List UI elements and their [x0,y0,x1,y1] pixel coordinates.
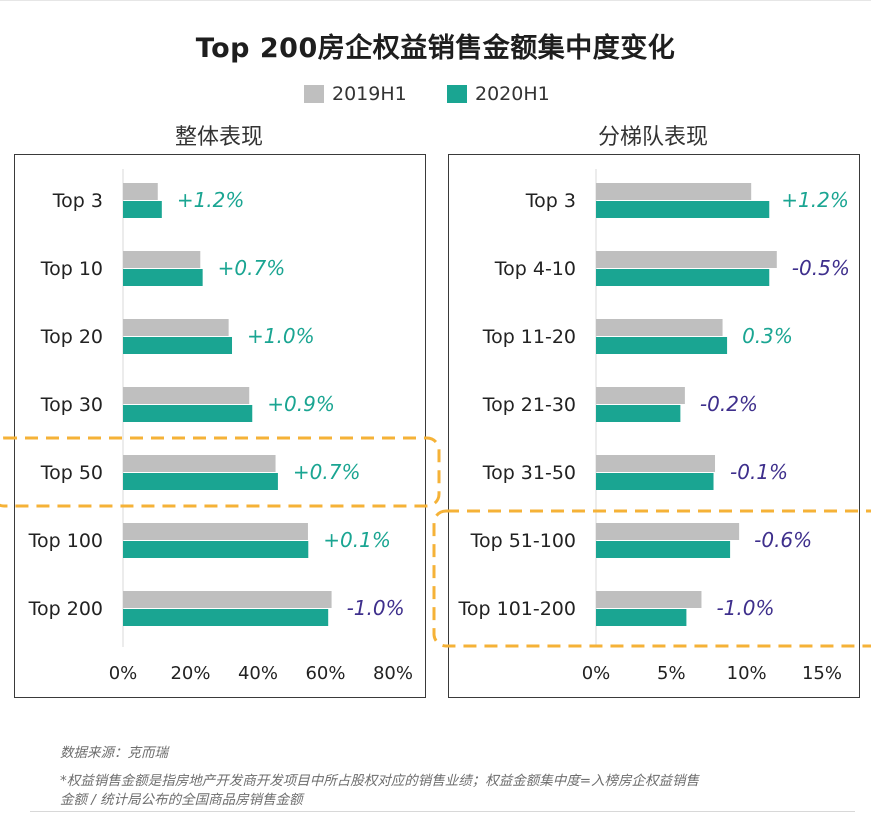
x-tick-label-80: 80% [373,663,413,684]
legend-2019h1: 2019H1 [304,82,407,106]
category-label-top-11-20: Top 11-20 [482,326,576,348]
x-tick-label-0: 0% [109,663,138,684]
data-label-top-20: +1.0% [247,324,315,348]
bar-2019h1-top-200 [123,591,332,608]
data-label-top-101-200: -1.0% [716,596,774,620]
data-label-top-50: +0.7% [293,460,361,484]
x-tick-label-20: 20% [170,663,210,684]
chart-panel-overall: Top 3 +1.2% Top 10 +0.7% Top 20 +1.0% Top 30 +0… [14,154,426,698]
category-label-top-21-30: Top 21-30 [482,394,576,416]
category-label-top-100: Top 100 [28,530,103,552]
bottom-divider [30,811,855,812]
bar-2020h1-top-20 [123,337,233,354]
bar-2020h1-top-11-20 [596,337,728,354]
category-label-top-3: Top 3 [52,190,103,212]
bar-2019h1-top-3 [596,183,752,200]
bar-2020h1-top-100 [123,541,309,558]
bar-2020h1-top-10 [123,269,203,286]
category-label-top-200: Top 200 [28,598,103,620]
data-label-top-30: +0.9% [267,392,335,416]
legend-label-2020h1: 2020H1 [475,83,550,105]
chart-panel-tiers: Top 3 +1.2% Top 4-10 -0.5% Top 11-20 0.3% Top … [448,154,860,698]
data-label-top-21-30: -0.2% [700,392,758,416]
source-note: 数据来源：克而瑞 [60,745,168,761]
top-divider [0,0,871,1]
bar-2020h1-top-4-10 [596,269,770,286]
chart-title: Top 200房企权益销售金额集中度变化 [195,33,676,64]
overall-bar-chart: Top 3 +1.2% Top 10 +0.7% Top 20 +1.0% Top 30 +0… [28,169,413,684]
bar-2019h1-top-11-20 [596,319,723,336]
data-label-top-11-20: 0.3% [742,324,793,348]
bar-2019h1-top-20 [123,319,229,336]
bar-2019h1-top-10 [123,251,201,268]
data-label-top-3: +1.2% [177,188,245,212]
x-tick-label-0: 0% [582,663,611,684]
category-label-top-30: Top 30 [40,394,103,416]
tier-bar-chart: Top 3 +1.2% Top 4-10 -0.5% Top 11-20 0.3% Top … [458,169,850,684]
bar-2020h1-top-200 [123,609,329,626]
category-label-top-50: Top 50 [40,462,103,484]
data-label-top-4-10: -0.5% [792,256,850,280]
legend-swatch-2019h1 [304,85,324,103]
footnote-line-1: *权益销售金额是指房地产开发商开发项目中所占股权对应的销售业绩；权益金额集中度=… [60,773,700,789]
x-tick-label-40: 40% [238,663,278,684]
bar-2019h1-top-31-50 [596,455,716,472]
data-label-top-3: +1.2% [781,188,849,212]
bar-2019h1-top-100 [123,523,308,540]
data-label-top-200: -1.0% [347,596,405,620]
footnote-line-2: 金额 / 统计局公布的全国商品房销售金额 [60,792,303,808]
bar-2019h1-top-101-200 [596,591,702,608]
legend-2020h1: 2020H1 [447,82,550,106]
category-label-top-4-10: Top 4-10 [494,258,576,280]
category-label-top-51-100: Top 51-100 [470,530,576,552]
bar-2020h1-top-21-30 [596,405,681,422]
data-label-top-51-100: -0.6% [754,528,812,552]
data-label-top-31-50: -0.1% [730,460,788,484]
bar-2019h1-top-51-100 [596,523,740,540]
bar-2020h1-top-31-50 [596,473,714,490]
bar-2020h1-top-3 [596,201,770,218]
bar-2019h1-top-21-30 [596,387,685,404]
x-tick-label-5: 5% [657,663,686,684]
category-label-top-31-50: Top 31-50 [482,462,576,484]
bar-2019h1-top-30 [123,387,250,404]
x-tick-label-10: 10% [727,663,767,684]
data-label-top-10: +0.7% [218,256,286,280]
category-label-top-101-200: Top 101-200 [458,598,577,620]
bar-2019h1-top-4-10 [596,251,777,268]
bar-2020h1-top-30 [123,405,253,422]
category-label-top-10: Top 10 [40,258,103,280]
x-tick-label-60: 60% [305,663,345,684]
bar-2019h1-top-3 [123,183,158,200]
category-label-top-3: Top 3 [525,190,576,212]
bar-2019h1-top-50 [123,455,276,472]
panel-title-overall: 整体表现 [174,125,263,150]
legend-swatch-2020h1 [447,85,467,103]
legend-label-2019h1: 2019H1 [332,83,407,105]
bar-2020h1-top-51-100 [596,541,731,558]
x-tick-label-15: 15% [802,663,842,684]
bar-2020h1-top-101-200 [596,609,687,626]
panel-title-tiers: 分梯队表现 [597,125,708,150]
category-label-top-20: Top 20 [40,326,103,348]
bar-2020h1-top-3 [123,201,162,218]
bar-2020h1-top-50 [123,473,278,490]
data-label-top-100: +0.1% [323,528,391,552]
